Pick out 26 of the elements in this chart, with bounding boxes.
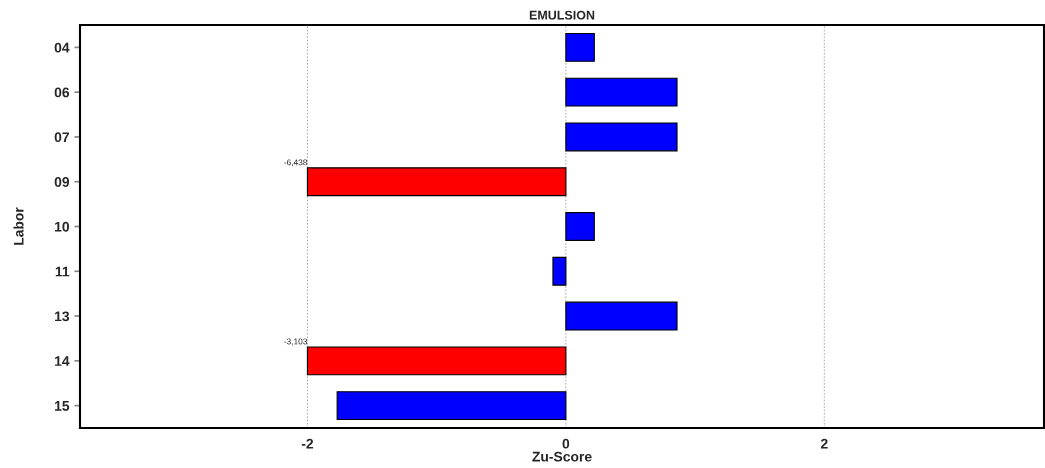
- chart-title: EMULSION: [529, 10, 595, 20]
- bar: [565, 301, 678, 331]
- x-tick-label: 2: [820, 438, 828, 449]
- y-tick-label: 11: [55, 266, 70, 277]
- x-tick-label: 0: [562, 438, 570, 449]
- y-tick-label: 15: [55, 401, 70, 411]
- annotation: -6,438: [284, 159, 308, 167]
- y-tick-label: 14: [55, 356, 70, 366]
- x-tick-label: -2: [301, 438, 314, 449]
- bar: [565, 122, 678, 152]
- y-tick-label: 09: [54, 177, 70, 187]
- bar: [565, 32, 595, 62]
- annotation: -3,103: [284, 338, 308, 346]
- y-tick-label: 07: [54, 132, 69, 143]
- y-tick-label: 13: [55, 311, 70, 322]
- bar: [306, 346, 567, 376]
- bar: [565, 212, 595, 241]
- y-tick-label: 04: [54, 42, 70, 53]
- y-axis-title: Labor: [13, 207, 24, 245]
- bar: [336, 391, 567, 421]
- bar: [552, 256, 567, 286]
- y-tick-label: 10: [55, 221, 70, 232]
- bar: [565, 77, 678, 107]
- x-axis-title: Zu-Score: [532, 451, 592, 462]
- y-tick-label: 06: [54, 87, 70, 98]
- bar: [306, 167, 567, 197]
